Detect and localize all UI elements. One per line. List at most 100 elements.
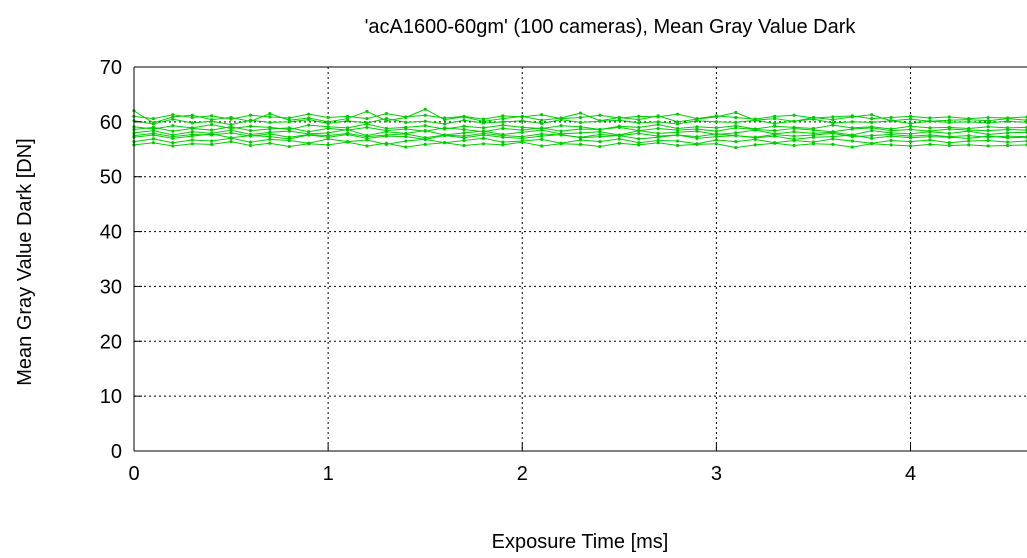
data-point: [501, 120, 505, 124]
data-point: [248, 140, 253, 144]
data-point: [171, 141, 175, 145]
data-point: [540, 144, 544, 148]
data-point: [714, 132, 718, 136]
data-point: [967, 136, 971, 140]
data-point: [578, 115, 583, 120]
y-tick-label: 70: [100, 57, 122, 79]
data-point: [268, 127, 272, 131]
y-tick-label: 50: [100, 167, 122, 189]
data-point: [870, 116, 874, 121]
data-point: [423, 119, 427, 123]
data-point: [617, 118, 621, 122]
data-point: [501, 123, 505, 127]
y-tick-label: 10: [100, 386, 122, 408]
data-point: [889, 115, 893, 120]
data-point: [384, 119, 388, 123]
data-point: [404, 120, 408, 125]
data-point: [171, 135, 175, 139]
data-point: [947, 135, 951, 139]
data-point: [190, 130, 194, 134]
data-point: [734, 110, 738, 115]
data-point: [908, 144, 913, 148]
data-point: [268, 137, 272, 142]
data-point: [753, 118, 757, 122]
data-point: [404, 145, 408, 149]
data-point: [404, 115, 408, 120]
data-point: [365, 109, 369, 114]
data-point: [171, 115, 175, 119]
data-point: [986, 138, 990, 143]
data-point: [695, 135, 699, 139]
data-point: [248, 129, 253, 133]
data-point: [695, 127, 699, 131]
data-point: [656, 141, 660, 145]
data-point: [210, 139, 214, 143]
data-point: [248, 113, 253, 117]
data-point: [229, 136, 233, 140]
data-point: [908, 132, 913, 136]
data-point: [831, 137, 835, 141]
data-point: [404, 132, 408, 136]
axes: [133, 66, 1027, 452]
data-point: [578, 120, 583, 125]
data-point: [695, 117, 699, 121]
data-point: [384, 133, 388, 137]
data-point: [656, 114, 660, 118]
data-point: [675, 130, 680, 134]
data-point: [928, 116, 932, 120]
data-point: [967, 128, 971, 132]
data-point: [928, 119, 932, 123]
data-point: [520, 114, 524, 118]
data-point: [986, 119, 990, 123]
data-point: [171, 117, 175, 121]
data-point: [617, 141, 621, 145]
data-point: [326, 126, 330, 131]
tick-labels: 0 10 20 30 40 50 60 70 0 1 2 3 4: [100, 57, 916, 485]
data-point: [811, 142, 816, 146]
data-point: [151, 141, 156, 145]
data-point: [928, 142, 932, 146]
data-point: [520, 140, 524, 144]
data-point: [501, 140, 505, 144]
data-point: [462, 124, 466, 128]
data-point: [695, 129, 699, 133]
data-point: [268, 120, 272, 125]
data-point: [675, 112, 680, 116]
data-point: [714, 142, 718, 146]
data-point: [151, 116, 156, 121]
data-point: [481, 136, 486, 140]
data-point: [540, 126, 544, 130]
x-axis-label: Exposure Time [ms]: [492, 531, 669, 553]
data-point: [908, 117, 913, 121]
data-point: [443, 133, 447, 137]
data-point: [598, 132, 602, 137]
data-point: [268, 135, 272, 139]
data-point: [734, 146, 738, 150]
data-point: [773, 116, 777, 121]
data-point: [734, 124, 738, 128]
data-point: [307, 132, 311, 137]
data-point: [773, 114, 777, 118]
data-point: [617, 125, 621, 129]
data-point: [986, 135, 990, 139]
data-point: [481, 119, 486, 123]
data-point: [1005, 116, 1010, 121]
data-point: [520, 125, 524, 129]
data-point: [850, 135, 854, 139]
data-point: [423, 142, 427, 146]
data-point: [792, 134, 796, 138]
data-point: [501, 143, 505, 147]
data-point: [637, 118, 641, 122]
data-point: [210, 123, 214, 127]
chart-title: 'acA1600-60gm' (100 cameras), Mean Gray …: [365, 16, 857, 38]
data-point: [967, 139, 971, 143]
data-point: [675, 122, 680, 126]
data-point: [656, 126, 660, 131]
data-point: [617, 133, 621, 138]
data-point: [870, 126, 874, 130]
data-point: [384, 141, 388, 145]
data-point: [870, 136, 874, 140]
data-point: [637, 131, 641, 135]
data-point: [986, 125, 990, 129]
data-point: [773, 124, 777, 128]
